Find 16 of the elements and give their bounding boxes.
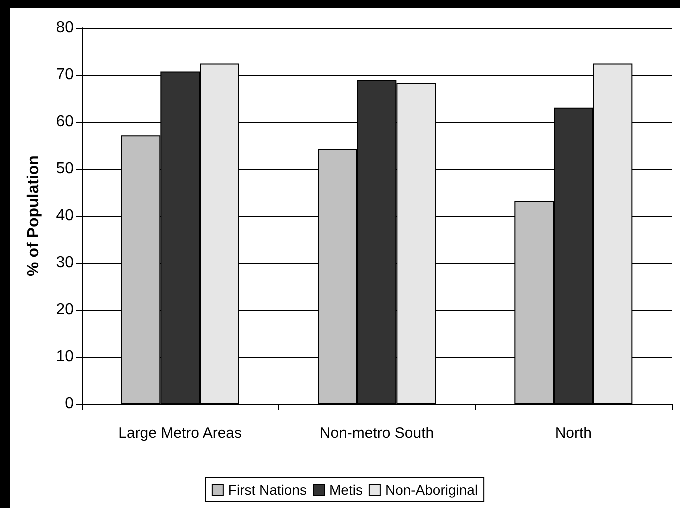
y-tick-label: 20 (56, 302, 74, 318)
legend-label: Non-Aboriginal (385, 482, 478, 498)
y-tick-label: 30 (56, 254, 74, 272)
y-tick-label: 60 (56, 114, 74, 130)
y-tick-label: 80 (56, 20, 74, 36)
y-tick-label: 70 (56, 66, 74, 84)
y-axis-title: % of Population (26, 156, 42, 276)
y-tick-label: 50 (56, 160, 74, 178)
legend-label: First Nations (228, 482, 308, 498)
x-tick-label: Non-metro South (320, 425, 434, 442)
y-tick-label: 10 (56, 348, 74, 366)
legend-label: Metis (330, 482, 363, 498)
y-tick-label: 40 (56, 208, 74, 224)
y-tick-label: 0 (65, 396, 74, 412)
x-tick-label: Large Metro Areas (118, 425, 242, 442)
x-tick-label: North (555, 425, 592, 442)
